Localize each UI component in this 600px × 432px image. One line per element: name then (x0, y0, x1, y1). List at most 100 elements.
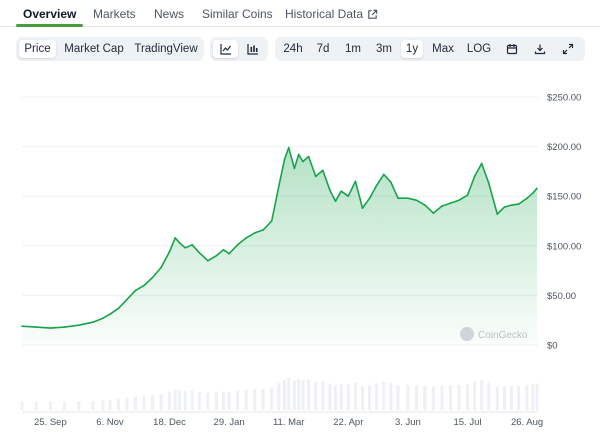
volume-bar (177, 390, 181, 410)
price-point (473, 175, 476, 178)
price-point (347, 195, 350, 197)
tab-historical-data[interactable]: Historical Data (285, 7, 378, 21)
volume-bar (509, 385, 513, 410)
tab-overview[interactable]: Overview (23, 7, 77, 21)
tab-news[interactable]: News (154, 7, 185, 21)
volume-bar (301, 379, 305, 410)
volume-bar (465, 384, 469, 410)
volume-bar (168, 391, 172, 410)
volume-bar (375, 383, 379, 410)
volume-bar (20, 401, 24, 410)
y-tick-label: $100.00 (547, 241, 581, 252)
download-button[interactable] (529, 40, 551, 58)
price-point (262, 229, 265, 231)
tab-markets[interactable]: Markets (93, 7, 136, 21)
volume-bar (133, 396, 137, 410)
x-tick-label: 3. Jun (395, 417, 421, 428)
date-range-button[interactable] (501, 40, 523, 58)
volume-bar (314, 381, 318, 410)
tab-bar: Overview Markets News Similar Coins Hist… (0, 0, 600, 27)
range-max-button[interactable]: Max (432, 43, 454, 55)
line-chart-button[interactable] (213, 40, 238, 58)
price-point (375, 184, 378, 187)
x-tick-label: 25. Sep (34, 417, 67, 428)
price-point (480, 162, 483, 165)
volume-bar (214, 392, 218, 410)
y-tick-label: $200.00 (547, 142, 581, 153)
price-point (390, 181, 392, 184)
range-24h-button[interactable]: 24h (283, 43, 303, 55)
price-point (270, 220, 273, 222)
x-tick-label: 22. Apr (333, 417, 363, 428)
price-point (441, 205, 443, 207)
volume-bar (101, 400, 105, 410)
price-point (496, 213, 499, 215)
price-point (458, 199, 460, 201)
range-7d-button[interactable]: 7d (316, 43, 330, 55)
price-point (536, 187, 538, 190)
price-point (449, 202, 452, 204)
price-point (168, 251, 171, 253)
price-point (283, 158, 286, 161)
tradingview-button[interactable]: TradingView (134, 43, 198, 55)
volume-bar (406, 384, 410, 410)
volume-bar (368, 384, 372, 410)
market-cap-button[interactable]: Market Cap (64, 43, 124, 55)
price-point (302, 160, 304, 163)
price-point (151, 276, 154, 279)
external-link-icon (368, 9, 378, 19)
volume-bar (382, 381, 386, 410)
price-point (117, 307, 120, 310)
volume-bar (297, 379, 301, 410)
volume-bar (77, 401, 81, 410)
volume-bar (287, 378, 291, 410)
volume-bar (277, 383, 281, 410)
price-point (160, 266, 162, 269)
candlestick-button[interactable] (240, 40, 265, 58)
volume-bar (159, 393, 163, 410)
volume-bar (502, 385, 506, 410)
volume-bar (261, 388, 265, 410)
time-range-selector: 24h 7d 1m 3m 1y Max LOG (275, 37, 585, 61)
volume-bar (190, 390, 194, 410)
volume-bar (183, 391, 187, 410)
price-point (77, 324, 80, 327)
volume-bar (116, 399, 120, 410)
chart-type-selector: Price Market Cap TradingView (16, 37, 204, 61)
volume-bar (423, 385, 427, 410)
volume-bar (328, 383, 332, 410)
price-point (397, 197, 399, 199)
price-point (531, 192, 534, 194)
range-1m-button[interactable]: 1m (345, 43, 361, 55)
price-point (314, 175, 317, 178)
coingecko-watermark: CoinGecko (460, 327, 527, 343)
price-point (297, 153, 300, 156)
volume-bar (440, 385, 444, 410)
range-1y-button[interactable]: 1y (401, 40, 423, 58)
volume-bar (282, 379, 286, 410)
price-point (361, 207, 364, 209)
price-point (368, 197, 371, 199)
price-point (322, 169, 324, 172)
tab-similar-coins[interactable]: Similar Coins (202, 7, 273, 21)
y-tick-label: $250.00 (547, 93, 581, 104)
volume-bar (495, 386, 499, 410)
volume-bar (48, 401, 52, 410)
range-3m-button[interactable]: 3m (376, 43, 392, 55)
log-scale-button[interactable]: LOG (466, 43, 492, 55)
price-button[interactable]: Price (19, 40, 56, 58)
volume-bar (151, 395, 155, 410)
price-point (287, 146, 290, 149)
volume-bar (448, 385, 452, 410)
volume-bar (173, 389, 177, 410)
price-point (245, 237, 247, 239)
volume-bar (142, 396, 146, 410)
fullscreen-button[interactable] (557, 40, 579, 58)
price-point (63, 326, 66, 328)
price-point (307, 155, 310, 158)
volume-bar (91, 401, 95, 410)
volume-bar (480, 380, 484, 410)
price-point (222, 249, 225, 251)
price-point (174, 237, 176, 239)
